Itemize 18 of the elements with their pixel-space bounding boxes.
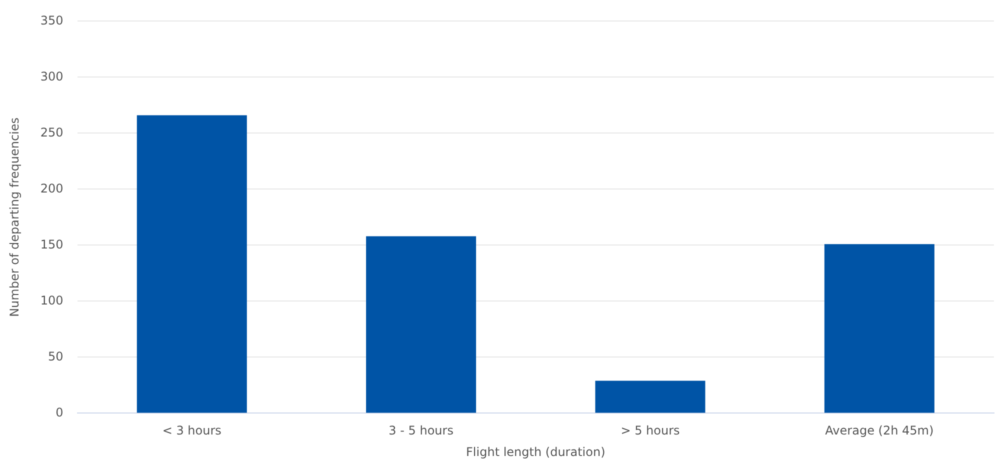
bar <box>136 115 247 413</box>
y-tick-label: 300 <box>40 69 64 84</box>
x-axis-title: Flight length (duration) <box>466 444 606 459</box>
y-tick-label: 150 <box>40 237 64 252</box>
y-tick-label: 0 <box>56 405 64 420</box>
x-tick-label: < 3 hours <box>162 424 222 438</box>
y-tick-label: 50 <box>48 349 64 364</box>
y-tick-label: 100 <box>40 293 64 308</box>
y-axis-title: Number of departing frequencies <box>7 117 22 317</box>
x-tick-label: > 5 hours <box>620 424 680 438</box>
y-tick-label: 200 <box>40 181 64 196</box>
bar <box>824 244 934 413</box>
x-tick-label: Average (2h 45m) <box>825 424 934 438</box>
bar <box>595 380 706 413</box>
y-tick-label: 350 <box>40 13 64 28</box>
bar <box>366 236 476 413</box>
y-tick-label: 250 <box>40 125 64 140</box>
x-tick-label: 3 - 5 hours <box>388 424 454 438</box>
